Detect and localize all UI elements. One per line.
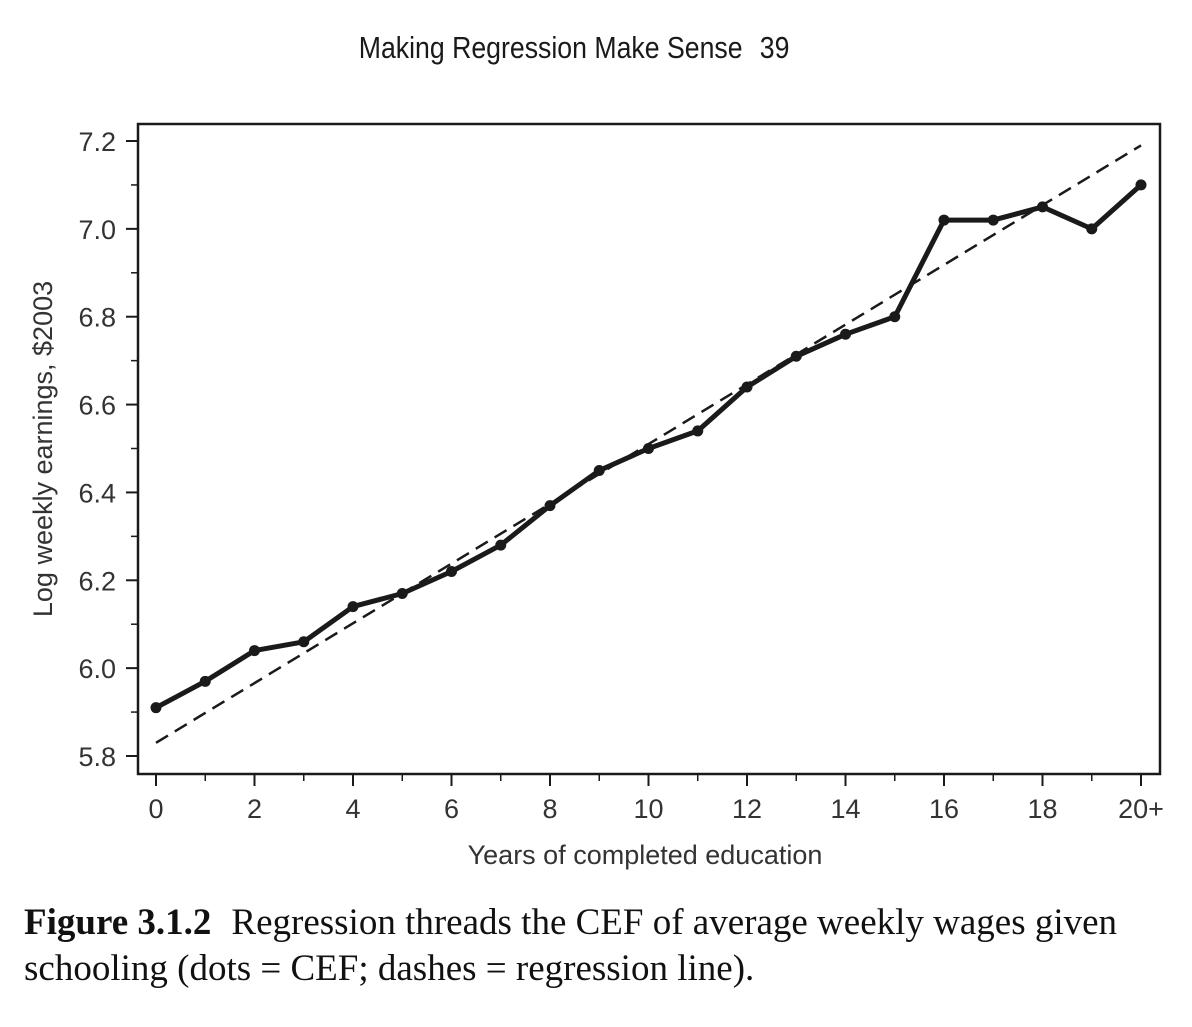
x-tick-label: 10 [633,794,663,824]
running-head: Making Regression Make Sense 39 [80,26,1105,70]
x-tick-label: 20+ [1118,794,1164,824]
cef-point [396,587,408,599]
x-tick-label: 18 [1027,794,1057,824]
x-tick-label: 14 [830,794,860,824]
y-tick-label: 6.0 [78,654,116,684]
y-tick-label: 6.6 [78,391,116,421]
chart: 5.8 6.0 6.2 6.4 6.6 6.8 7.0 7.2 0 2 4 6 8 10 12 14 16 18 2… [28,122,1164,870]
cef-point [790,350,802,362]
cef-point [150,702,162,714]
cef-point [593,464,605,476]
y-tick-label: 7.0 [78,215,116,245]
y-axis-label: Log weekly earnings, $2003 [28,281,58,617]
x-tick-label: 2 [247,794,262,824]
y-tick-label: 6.2 [78,566,116,596]
cef-point [840,328,851,340]
cef-point [298,636,310,648]
x-tick-label: 0 [148,794,163,824]
cef-point [741,381,753,393]
x-tick-label: 8 [542,794,557,824]
cef-point [347,601,359,613]
cef-point [495,539,507,551]
cef-point [199,675,211,687]
cef-point [446,566,457,577]
x-tick-label: 4 [345,794,360,824]
cef-point [987,214,999,226]
page-number: 39 [759,30,790,65]
x-axis-label: Years of completed education [468,840,823,870]
x-tick-label: 6 [444,794,459,824]
y-tick-label: 5.8 [78,742,116,772]
running-head-title: Making Regression Make Sense [358,30,743,65]
figure-label: Figure 3.1.2 [24,902,212,943]
cef-point [1135,179,1147,191]
cef-point [643,443,654,454]
cef-point [249,645,260,657]
figure-caption: Figure 3.1.2 Regression threads the CEF o… [24,900,1174,992]
figure-caption-text: Regression threads the CEF of average we… [24,902,1118,989]
y-tick-label: 6.8 [78,303,116,333]
cef-point [1037,201,1048,213]
cef-point [544,500,556,512]
y-tick-label: 7.2 [78,127,116,157]
cef-point [692,425,704,437]
cef-point [1086,223,1098,235]
cef-point [889,311,901,323]
y-tick-label: 6.4 [78,478,116,508]
x-tick-label: 12 [732,794,762,824]
x-tick-label: 16 [929,794,959,824]
cef-point [938,214,950,226]
